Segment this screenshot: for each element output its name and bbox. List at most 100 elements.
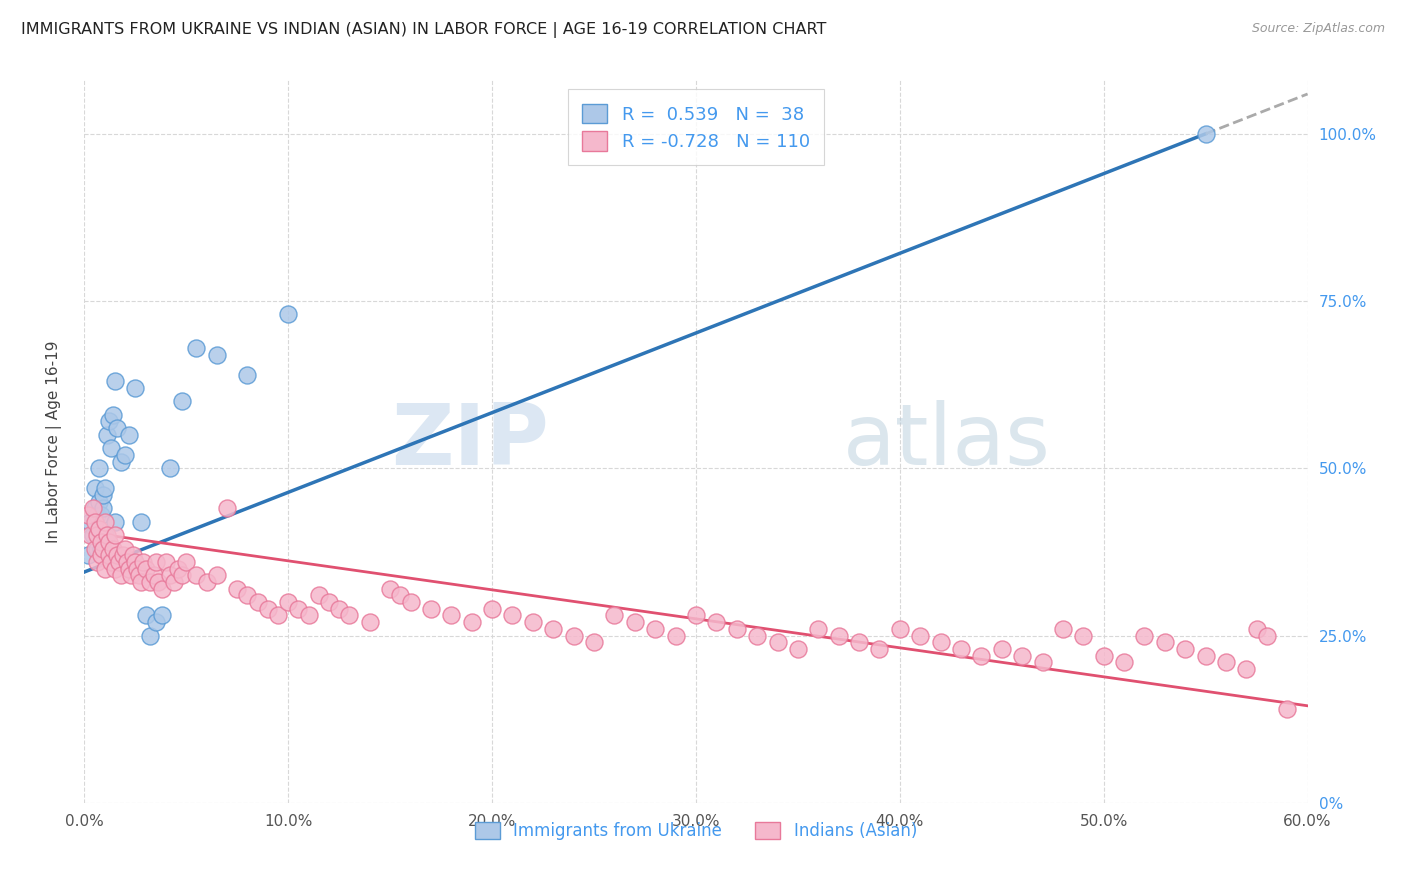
Point (127, 562, 149, 576)
Point (97, 414, 120, 429)
Point (79, 528, 101, 542)
Point (236, 368, 259, 382)
Point (318, 595, 340, 609)
Point (142, 568, 165, 582)
Point (359, 615, 381, 630)
Point (186, 568, 208, 582)
Point (624, 615, 647, 630)
Point (481, 602, 503, 616)
Point (1195, 127, 1218, 141)
Point (120, 568, 142, 582)
Point (236, 589, 259, 603)
Point (929, 635, 952, 649)
Point (77, 508, 100, 523)
Point (146, 575, 169, 590)
Point (114, 448, 136, 462)
Point (502, 608, 524, 623)
Point (83, 482, 105, 496)
Point (440, 608, 463, 623)
Point (1073, 628, 1095, 642)
Point (991, 642, 1014, 657)
Point (257, 602, 280, 616)
Point (848, 635, 870, 649)
Point (328, 602, 350, 616)
Point (399, 595, 422, 609)
Point (420, 602, 443, 616)
Point (108, 555, 131, 569)
Point (217, 501, 239, 516)
Point (1114, 655, 1136, 669)
Point (766, 635, 789, 649)
Point (91, 541, 114, 556)
Point (277, 595, 299, 609)
Point (135, 608, 157, 623)
Point (1174, 642, 1197, 657)
Point (145, 615, 167, 630)
Point (205, 568, 228, 582)
Point (90, 508, 112, 523)
Point (970, 648, 993, 663)
Point (163, 575, 186, 590)
Point (287, 602, 309, 616)
Point (83, 541, 105, 556)
Point (124, 555, 146, 569)
Point (82, 501, 104, 516)
Point (195, 575, 218, 590)
Point (747, 628, 769, 642)
Point (267, 608, 290, 623)
Point (1236, 662, 1258, 676)
Point (93, 515, 115, 529)
Point (706, 615, 728, 630)
Point (97, 548, 120, 563)
Point (562, 628, 585, 642)
Point (159, 461, 181, 475)
Point (1246, 622, 1268, 636)
Point (86, 541, 108, 556)
Point (1011, 648, 1033, 663)
Point (1277, 702, 1299, 716)
Text: IMMIGRANTS FROM UKRAINE VS INDIAN (ASIAN) IN LABOR FORCE | AGE 16-19 CORRELATION: IMMIGRANTS FROM UKRAINE VS INDIAN (ASIAN… (21, 22, 827, 38)
Point (97, 534, 120, 549)
Point (277, 307, 299, 322)
Point (90, 548, 112, 563)
Point (226, 582, 249, 596)
Point (155, 555, 177, 569)
Point (644, 622, 666, 636)
Point (298, 608, 321, 623)
Point (93, 562, 115, 576)
Point (128, 568, 150, 582)
Point (131, 515, 153, 529)
Y-axis label: In Labor Force | Age 16-19: In Labor Force | Age 16-19 (46, 340, 62, 543)
Point (910, 628, 932, 642)
Point (1195, 648, 1218, 663)
Point (104, 375, 127, 389)
Point (96, 427, 118, 442)
Point (101, 541, 124, 556)
Point (112, 548, 135, 563)
Point (389, 589, 412, 603)
Point (167, 562, 190, 576)
Point (114, 541, 136, 556)
Point (787, 642, 810, 657)
Point (83, 515, 105, 529)
Point (1256, 628, 1278, 642)
Point (1052, 622, 1074, 636)
Point (124, 381, 146, 395)
Point (96, 528, 118, 542)
Point (104, 562, 127, 576)
Point (90, 541, 112, 556)
Point (115, 555, 138, 569)
Point (100, 442, 122, 455)
Point (86, 555, 108, 569)
Point (522, 615, 544, 630)
Point (104, 528, 127, 542)
Point (118, 562, 141, 576)
Text: atlas: atlas (842, 400, 1050, 483)
Point (131, 575, 153, 590)
Point (174, 555, 197, 569)
Point (380, 582, 402, 596)
Point (172, 568, 194, 582)
Point (869, 642, 891, 657)
Point (82, 528, 104, 542)
Point (118, 427, 141, 442)
